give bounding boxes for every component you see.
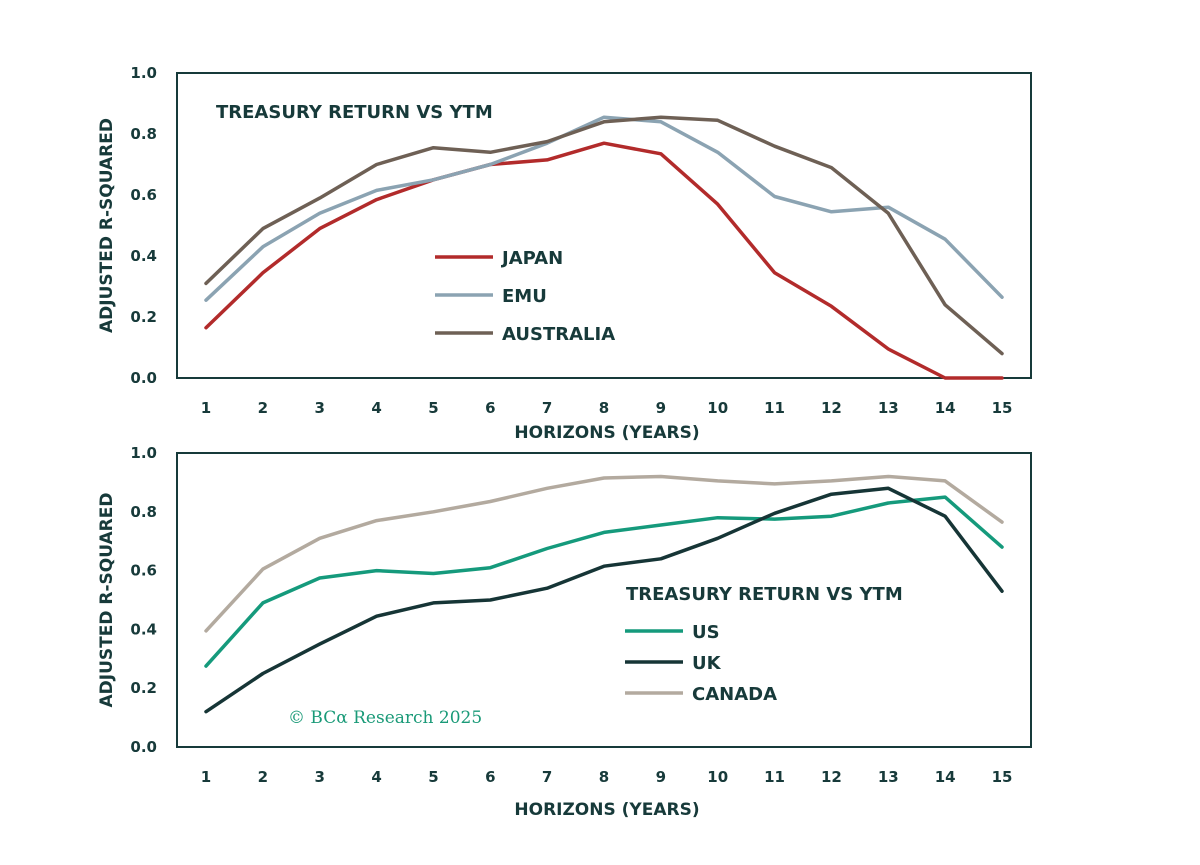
y-tick-label: 0.2 (130, 308, 157, 326)
x-tick-label: 13 (878, 768, 899, 786)
y-tick-label: 0.4 (130, 620, 157, 638)
x-tick-label: 5 (428, 399, 438, 417)
x-tick-label: 10 (707, 768, 728, 786)
x-tick-label: 10 (707, 399, 728, 417)
top-chart-panel: 0.00.20.40.60.81.01 2 3 4 5 6 7 8 9 10 11 12 13 14 15H… (97, 64, 1032, 443)
y-tick-label: 0.4 (130, 247, 157, 265)
series-line-japan (204, 141, 1004, 380)
x-tick-label: 14 (935, 768, 956, 786)
y-tick-label: 0.8 (130, 503, 157, 521)
x-tick-label: 11 (764, 768, 785, 786)
x-tick-label: 12 (821, 768, 842, 786)
x-axis-title: HORIZONS (YEARS) (514, 423, 699, 443)
x-tick-label: 4 (371, 768, 381, 786)
y-axis-title: ADJUSTED R-SQUARED (97, 493, 117, 708)
y-tick-label: 0.8 (130, 125, 157, 143)
x-tick-label: 15 (992, 399, 1013, 417)
legend-label-japan: JAPAN (500, 248, 563, 269)
legend-label-emu: EMU (502, 286, 547, 307)
legend-label-canada: CANADA (692, 684, 777, 705)
y-axis-title: ADJUSTED R-SQUARED (97, 118, 117, 333)
x-tick-label: 13 (878, 399, 899, 417)
x-tick-label: 15 (992, 768, 1013, 786)
x-tick-label: 5 (428, 768, 438, 786)
legend-label-us: US (692, 622, 720, 643)
chart-title: TREASURY RETURN VS YTM (216, 102, 493, 123)
y-tick-label: 1.0 (130, 64, 157, 82)
x-tick-label: 7 (542, 399, 552, 417)
y-tick-label: 0.6 (130, 562, 157, 580)
chart-title: TREASURY RETURN VS YTM (626, 584, 903, 605)
x-tick-label: 1 (201, 768, 211, 786)
x-tick-label: 3 (314, 399, 324, 417)
copyright-text: © BCα Research 2025 (288, 708, 482, 728)
plot-area-frame (176, 452, 1032, 748)
series-line-australia (204, 115, 1004, 356)
series-line-us (204, 495, 1004, 668)
y-tick-label: 0.0 (130, 369, 157, 387)
x-tick-label: 8 (599, 399, 609, 417)
x-tick-label: 2 (258, 768, 268, 786)
x-tick-label: 4 (371, 399, 381, 417)
series-line-uk (204, 486, 1004, 714)
x-axis-title: HORIZONS (YEARS) (514, 800, 699, 820)
y-tick-label: 0.2 (130, 679, 157, 697)
series-line-canada (204, 474, 1004, 633)
x-tick-label: 2 (258, 399, 268, 417)
bottom-chart-panel: 0.00.20.40.60.81.01 2 3 4 5 6 7 8 9 10 11 12 13 14 15H… (97, 444, 1032, 820)
x-tick-label: 9 (656, 768, 666, 786)
x-tick-label: 8 (599, 768, 609, 786)
x-tick-label: 1 (201, 399, 211, 417)
legend-label-australia: AUSTRALIA (502, 324, 615, 345)
x-tick-label: 6 (485, 768, 495, 786)
x-tick-label: 14 (935, 399, 956, 417)
x-tick-label: 6 (485, 399, 495, 417)
y-tick-label: 1.0 (130, 444, 157, 462)
series-line-emu (204, 115, 1004, 302)
x-tick-label: 3 (314, 768, 324, 786)
plot-area-frame (176, 72, 1032, 379)
x-tick-label: 12 (821, 399, 842, 417)
x-tick-label: 9 (656, 399, 666, 417)
y-tick-label: 0.6 (130, 186, 157, 204)
x-tick-label: 7 (542, 768, 552, 786)
x-tick-label: 11 (764, 399, 785, 417)
y-tick-label: 0.0 (130, 738, 157, 756)
legend-label-uk: UK (692, 653, 722, 674)
